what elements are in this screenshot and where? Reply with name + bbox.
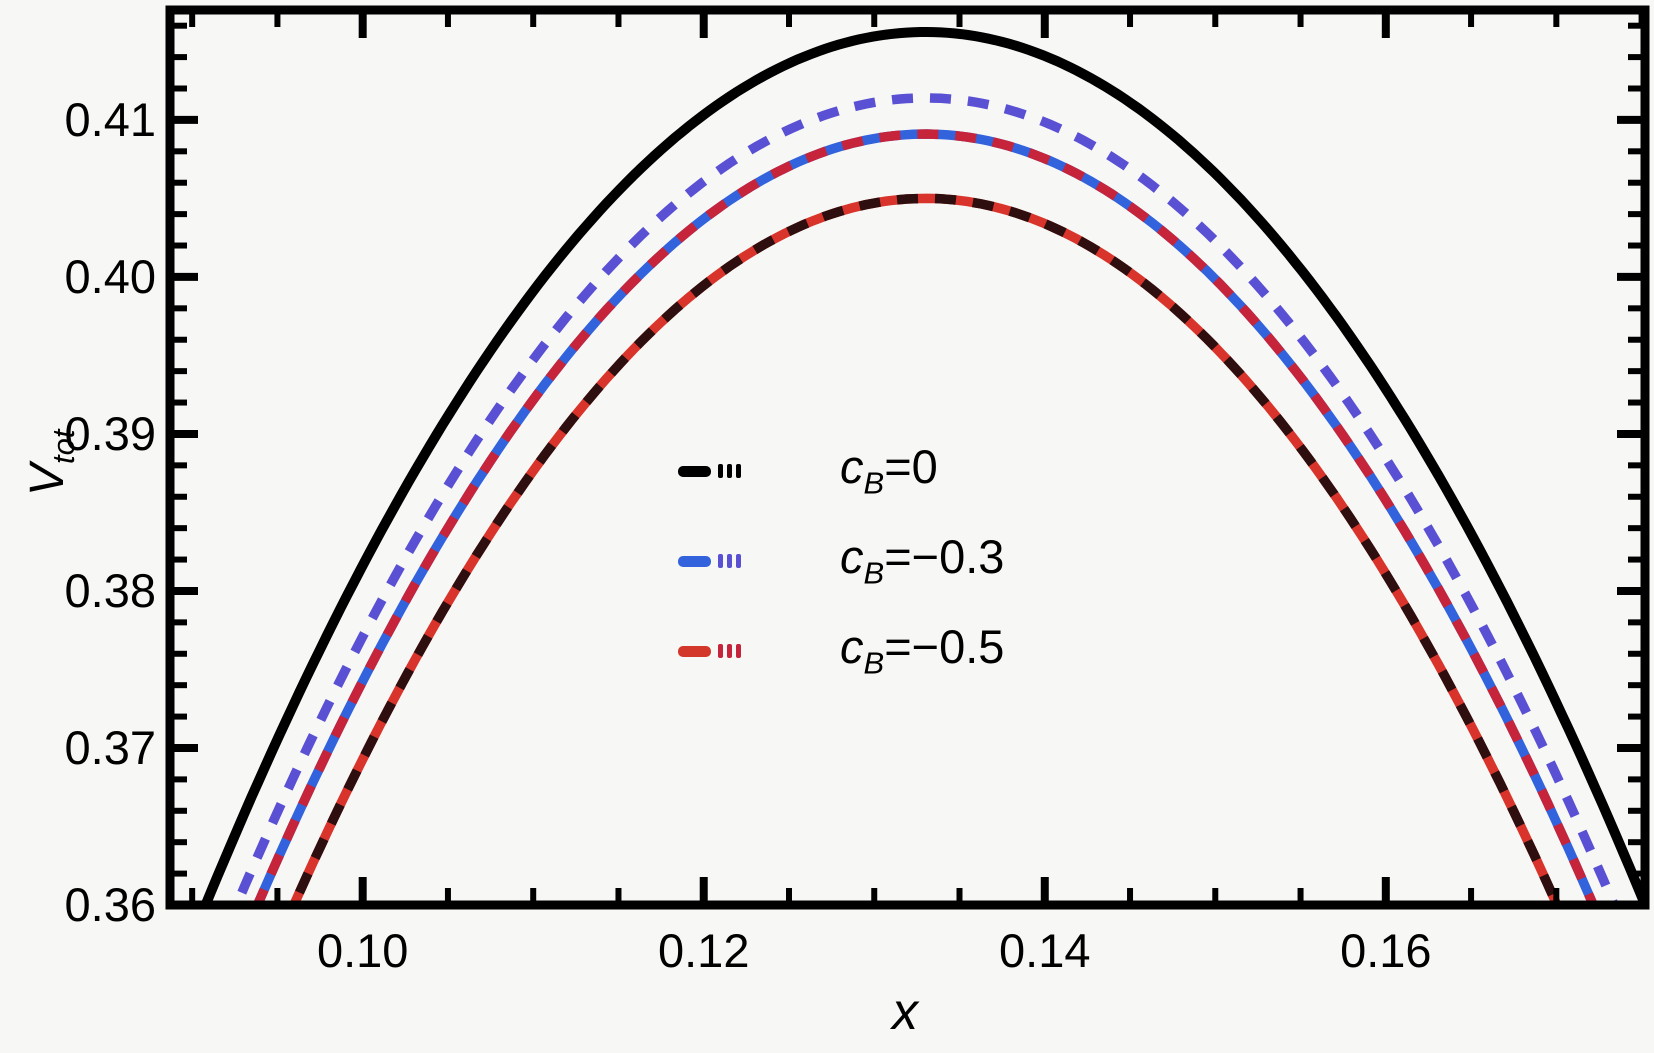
x-tick-label: 0.12 <box>658 924 749 977</box>
y-tick-label: 0.39 <box>65 407 156 460</box>
curve-c-b--0.5-dashed- <box>254 129 1597 901</box>
y-tick-label: 0.37 <box>65 721 156 774</box>
solid-line-sample <box>678 465 711 477</box>
legend: cB=0 cB=−0.3 cB=−0.5 <box>678 438 1004 708</box>
legend-key-cb-03 <box>678 554 840 568</box>
curve-c-b-0-solid- <box>201 27 1641 901</box>
plot-frame <box>165 5 1650 910</box>
legend-label-cb0: cB=0 <box>840 440 938 501</box>
dashed-line-sample <box>718 644 745 658</box>
x-tick-label: 0.14 <box>999 924 1090 977</box>
y-tick-label: 0.36 <box>65 878 156 931</box>
legend-row-cb-03: cB=−0.3 <box>678 528 1004 594</box>
curve-c-b-0-dashed- <box>290 193 1561 901</box>
legend-label-cb-05: cB=−0.5 <box>840 620 1005 681</box>
solid-line-sample <box>678 555 711 567</box>
dashed-line-sample <box>718 464 745 478</box>
legend-row-cb-05: cB=−0.5 <box>678 618 1004 684</box>
y-axis-label-sub: tot <box>45 429 81 465</box>
y-tick-label: 0.41 <box>65 93 156 146</box>
y-axis-label-main: V <box>21 464 75 497</box>
legend-label-cb-03: cB=−0.3 <box>840 530 1005 591</box>
legend-key-cb-05 <box>678 644 840 658</box>
y-tick-label: 0.38 <box>65 564 156 617</box>
legend-row-cb0: cB=0 <box>678 438 1004 504</box>
x-axis-label: x <box>892 983 918 1041</box>
solid-line-sample <box>678 645 711 657</box>
x-tick-label: 0.16 <box>1340 924 1431 977</box>
dashed-line-sample <box>718 554 745 568</box>
x-tick-label: 0.10 <box>317 924 408 977</box>
legend-key-cb0 <box>678 464 840 478</box>
curve-c-b--0.3-dashed- <box>233 93 1618 901</box>
y-axis-label: Vtot <box>20 378 82 548</box>
y-tick-label: 0.40 <box>65 250 156 303</box>
